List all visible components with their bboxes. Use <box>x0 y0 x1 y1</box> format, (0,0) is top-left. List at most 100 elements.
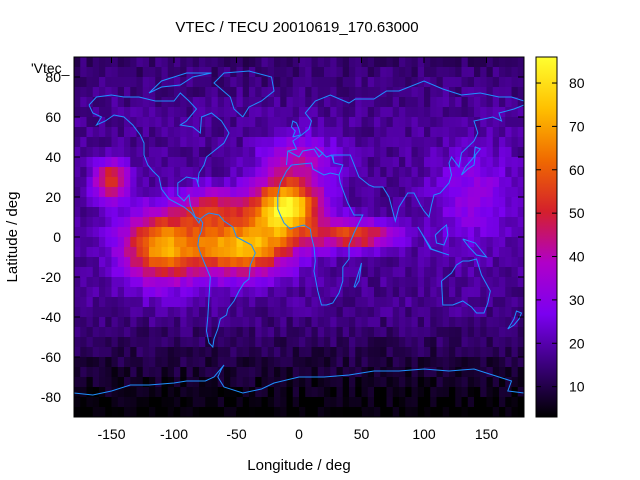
heat-cell <box>505 257 512 268</box>
heat-cell <box>417 267 425 278</box>
heat-cell <box>517 407 525 418</box>
heat-cell <box>511 187 519 198</box>
heat-cell <box>224 97 231 108</box>
heat-cell <box>374 257 381 268</box>
heat-cell <box>317 247 325 258</box>
heat-cell <box>205 167 212 178</box>
heat-cell <box>442 337 450 348</box>
heat-cell <box>80 327 87 338</box>
heat-cell <box>255 117 262 128</box>
coastline-uk <box>290 120 301 138</box>
heat-cell <box>174 127 181 138</box>
heat-cell <box>449 137 456 148</box>
heat-cell <box>242 297 250 308</box>
heat-cell <box>205 377 212 388</box>
heat-cell <box>205 117 212 128</box>
heat-cell <box>411 397 419 408</box>
heat-cell <box>130 87 137 98</box>
heat-cell <box>161 107 169 118</box>
heat-cell <box>492 287 500 298</box>
heat-cell <box>286 347 294 358</box>
heat-cell <box>124 267 131 278</box>
heat-cell <box>267 287 275 298</box>
heat-cell <box>130 347 137 358</box>
heat-cell <box>486 307 494 318</box>
heat-cell <box>242 127 250 138</box>
heat-cell <box>142 87 150 98</box>
heat-cell <box>367 97 375 108</box>
heat-cell <box>86 57 94 68</box>
heat-cell <box>149 137 156 148</box>
heat-cell <box>417 307 425 318</box>
colorbar-frame <box>535 56 558 418</box>
heat-cell <box>405 237 412 248</box>
heat-cell <box>149 407 156 418</box>
coastline-europe-asia <box>286 80 525 166</box>
heat-cell <box>317 397 325 408</box>
heat-cell <box>499 387 506 398</box>
heat-cell <box>274 217 281 228</box>
heat-cell <box>330 117 337 128</box>
heat-cell <box>280 207 287 218</box>
heat-cell <box>474 317 481 328</box>
heat-cell <box>355 97 362 108</box>
heat-cell <box>292 297 300 308</box>
heat-cell <box>205 147 212 158</box>
heat-cell <box>442 107 450 118</box>
heat-cell <box>174 387 181 398</box>
heat-cell <box>280 377 287 388</box>
heat-cell <box>155 187 162 198</box>
heat-cell <box>117 357 125 368</box>
heat-cell <box>261 357 269 368</box>
heat-cell <box>224 157 231 168</box>
heat-cell <box>380 87 387 98</box>
heat-cell <box>180 367 187 378</box>
heat-cell <box>424 367 431 378</box>
heat-cell <box>186 137 194 148</box>
heat-cell <box>430 237 437 248</box>
heat-cell <box>267 407 275 418</box>
heat-cell <box>474 237 481 248</box>
heat-cell <box>505 87 512 98</box>
heat-cell <box>405 297 412 308</box>
heat-cell <box>255 147 262 158</box>
heat-cell <box>455 167 462 178</box>
heat-cell <box>161 127 169 138</box>
heat-cell <box>155 397 162 408</box>
heat-cell <box>211 187 219 198</box>
heat-cell <box>330 217 337 228</box>
heat-cell <box>305 137 312 148</box>
y-tick-label: 40 <box>45 149 61 165</box>
heat-cell <box>174 87 181 98</box>
heat-cell <box>336 227 344 238</box>
heat-cell <box>105 347 112 358</box>
heat-cell <box>192 77 200 88</box>
heat-cell <box>430 297 437 308</box>
heat-cell <box>149 177 156 188</box>
heat-cell <box>105 267 112 278</box>
heat-cell <box>161 297 169 308</box>
heat-cell <box>374 317 381 328</box>
heat-cell <box>224 187 231 198</box>
heat-cell <box>436 357 444 368</box>
heat-cell <box>124 127 131 138</box>
heat-cell <box>449 287 456 298</box>
heat-cell <box>186 57 194 68</box>
heat-cell <box>392 267 400 278</box>
heat-cell <box>505 207 512 218</box>
heat-cell <box>174 287 181 298</box>
heat-cell <box>511 407 519 418</box>
heat-cell <box>280 97 287 108</box>
heat-cell <box>117 197 125 208</box>
heat-cell <box>374 137 381 148</box>
heat-cell <box>411 337 419 348</box>
heat-cell <box>492 407 500 418</box>
heat-cell <box>230 367 237 378</box>
heat-cell <box>267 107 275 118</box>
heat-cell <box>305 327 312 338</box>
heat-cell <box>336 117 344 128</box>
heat-cell <box>224 317 231 328</box>
heat-cell <box>411 87 419 98</box>
heat-cell <box>324 407 331 418</box>
heat-cell <box>355 77 362 88</box>
